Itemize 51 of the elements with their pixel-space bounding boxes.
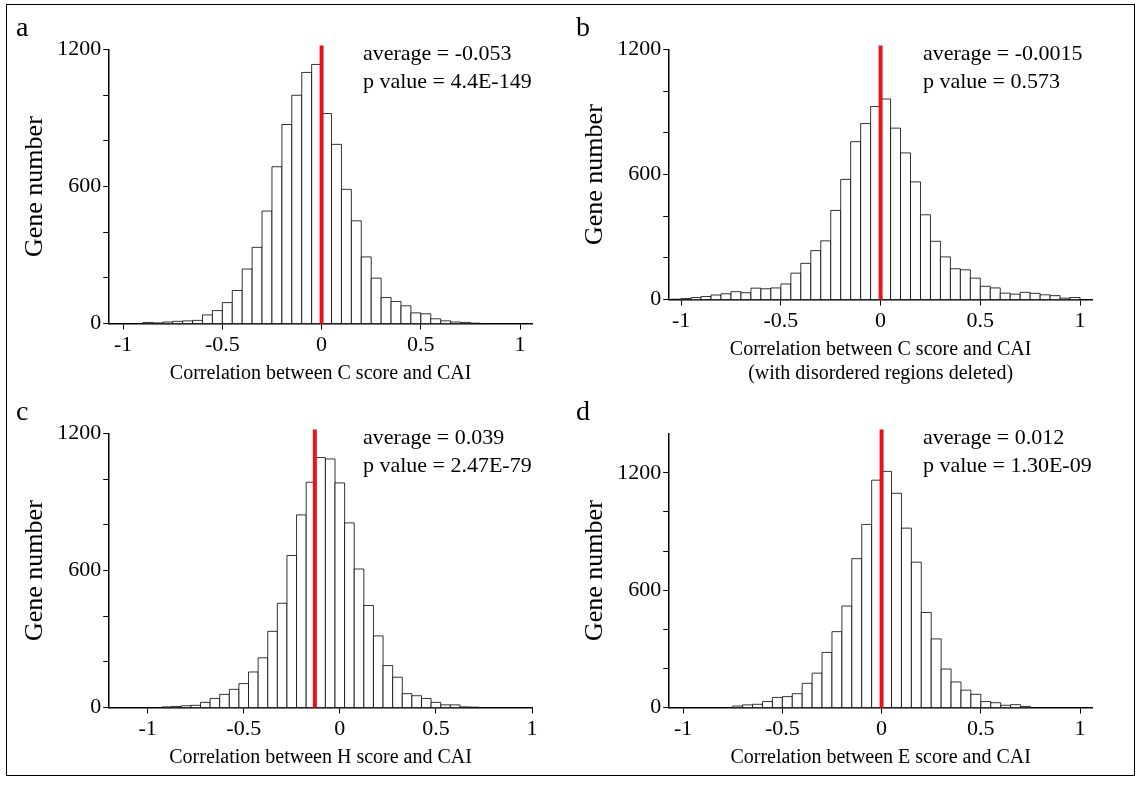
x-axis-title: Correlation between H score and CAI — [169, 745, 472, 768]
x-tick-label: -0.5 — [763, 306, 799, 332]
x-axis-title: Correlation between C score and CAI (with disordered regions deleted) — [729, 337, 1032, 385]
x-tick-label: 1 — [526, 714, 538, 740]
x-tick-label: 0.5 — [407, 330, 435, 356]
x-tick-label: -1 — [138, 714, 157, 740]
annotation: p value = 2.47E-79 — [362, 452, 532, 478]
x-tick-label: 0.5 — [967, 714, 995, 740]
x-tick-label: -1 — [672, 306, 691, 332]
x-tick-label: 0.5 — [422, 714, 450, 740]
annotation: average = -0.053 — [362, 40, 512, 66]
y-tick-label: 600 — [68, 172, 102, 198]
x-tick-label: 0 — [316, 330, 328, 356]
x-tick-label: -0.5 — [764, 714, 800, 740]
chart-title: a — [16, 11, 29, 43]
x-tick-label: -1 — [673, 714, 693, 740]
annotation: p value = 4.4E-149 — [362, 68, 532, 94]
x-tick-label: 0 — [876, 714, 888, 740]
x-tick-label: -0.5 — [204, 330, 240, 356]
annotation: p value = 0.573 — [922, 68, 1060, 94]
x-tick-label: 0 — [334, 714, 346, 740]
x-tick-label: 1 — [514, 330, 526, 356]
chart-title: d — [576, 395, 590, 427]
x-axis-title: Correlation between E score and CAI — [730, 745, 1031, 768]
chart-title: b — [576, 11, 590, 43]
y-tick-label: 600 — [628, 575, 662, 601]
annotation: average = -0.0015 — [922, 40, 1083, 66]
y-tick-label: 0 — [650, 285, 662, 311]
y-axis-title: Gene number — [579, 103, 609, 245]
y-tick-label: 1200 — [57, 35, 102, 61]
x-tick-label: -0.5 — [226, 714, 262, 740]
chart-title: c — [16, 395, 29, 427]
x-tick-label: 0 — [875, 306, 887, 332]
annotation: average = 0.012 — [922, 424, 1065, 450]
y-tick-label: 1200 — [57, 419, 102, 445]
y-tick-label: 600 — [628, 160, 662, 186]
x-axis-title: Correlation between C score and CAI — [169, 361, 472, 384]
y-tick-label: 1200 — [617, 458, 662, 484]
y-tick-label: 600 — [68, 556, 102, 582]
y-axis-title: Gene number — [19, 115, 49, 257]
y-axis-title: Gene number — [579, 499, 609, 641]
y-tick-label: 1200 — [617, 35, 662, 61]
x-tick-label: 1 — [1074, 714, 1086, 740]
x-tick-label: 0.5 — [966, 306, 995, 332]
x-tick-label: -1 — [113, 330, 133, 356]
y-axis-title: Gene number — [19, 499, 49, 641]
y-tick-label: 0 — [650, 693, 662, 719]
annotation: average = 0.039 — [362, 424, 505, 450]
annotation: p value = 1.30E-09 — [922, 452, 1092, 478]
y-tick-label: 0 — [90, 693, 102, 719]
x-tick-label: 1 — [1074, 306, 1086, 332]
